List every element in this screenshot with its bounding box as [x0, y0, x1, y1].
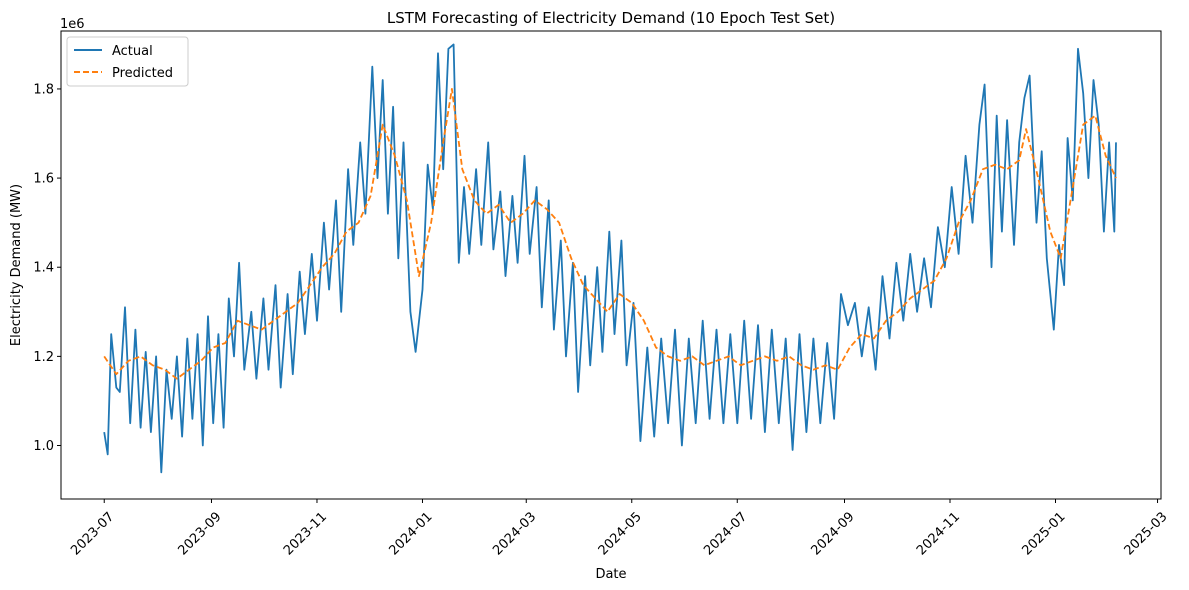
y-tick-label: 1.8	[33, 82, 54, 97]
legend-label-actual: Actual	[112, 44, 153, 59]
x-axis-title: Date	[595, 567, 626, 582]
y-tick-label: 1.0	[33, 439, 54, 454]
legend: Actual Predicted	[66, 36, 189, 87]
y-offset-label: 1e6	[60, 17, 85, 32]
legend-label-predicted: Predicted	[112, 66, 173, 81]
plot-area	[103, 43, 1117, 474]
plot-frame	[60, 30, 1162, 500]
y-tick-label: 1.4	[33, 261, 54, 276]
series-line-predicted	[103, 88, 1117, 380]
series-line-actual	[103, 43, 1117, 474]
chart-title: LSTM Forecasting of Electricity Demand (…	[387, 9, 835, 27]
y-tick-label: 1.2	[33, 350, 54, 365]
y-tick-label: 1.6	[33, 172, 54, 187]
y-axis-title: Electricity Demand (MW)	[9, 184, 24, 346]
